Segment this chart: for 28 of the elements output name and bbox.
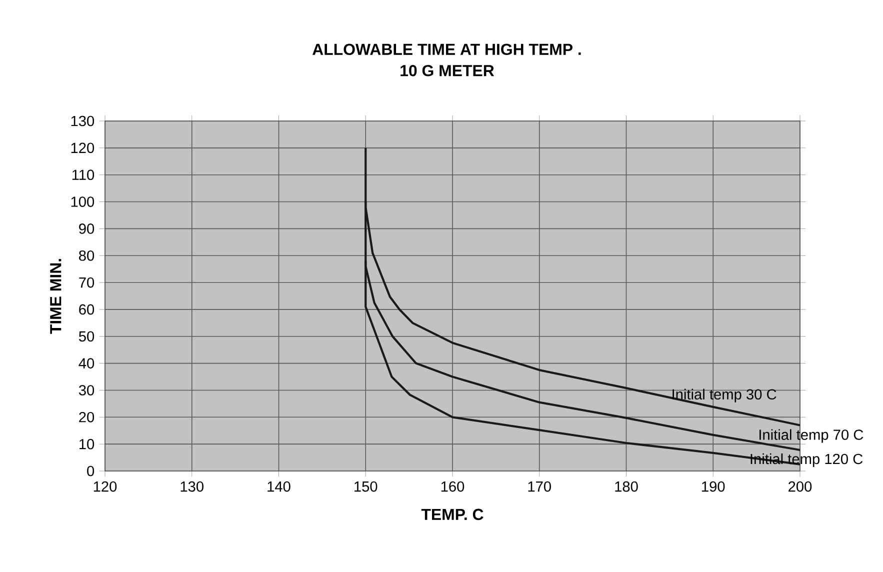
y-tick-label: 0 xyxy=(87,466,94,476)
y-tick-label: 70 xyxy=(79,277,94,288)
x-tick-label: 140 xyxy=(268,481,290,492)
x-tick-label: 190 xyxy=(702,481,725,492)
y-tick-label: 80 xyxy=(79,250,94,261)
y-tick-label: 20 xyxy=(79,412,94,422)
y-tick-label: 10 xyxy=(79,438,94,450)
chart-title: ALLOWABLE TIME AT HIGH TEMP . xyxy=(312,44,581,55)
y-tick-label: 90 xyxy=(79,224,94,234)
x-tick-label: 200 xyxy=(788,481,812,492)
x-tick-label: 150 xyxy=(354,481,378,492)
y-tick-label: 30 xyxy=(78,385,94,396)
x-tick-label: 170 xyxy=(528,481,551,492)
y-tick-label: 100 xyxy=(71,196,94,207)
y-tick-label: 110 xyxy=(72,170,94,180)
x-tick-label: 120 xyxy=(94,481,117,492)
series-label: Initial temp 30 C xyxy=(672,388,776,402)
x-axis-title: TEMP. C xyxy=(421,508,484,520)
y-tick-label: 60 xyxy=(79,304,94,315)
y-tick-label: 50 xyxy=(78,331,94,342)
x-tick-label: 180 xyxy=(615,481,638,492)
x-tick-label: 160 xyxy=(441,481,464,492)
y-axis-title: TIME MIN. xyxy=(50,259,62,334)
chart-subtitle: 10 G METER xyxy=(400,64,494,76)
x-tick-label: 130 xyxy=(180,481,204,492)
y-tick-label: 40 xyxy=(78,358,94,368)
y-tick-label: 130 xyxy=(71,116,94,126)
y-tick-label: 120 xyxy=(71,142,94,154)
